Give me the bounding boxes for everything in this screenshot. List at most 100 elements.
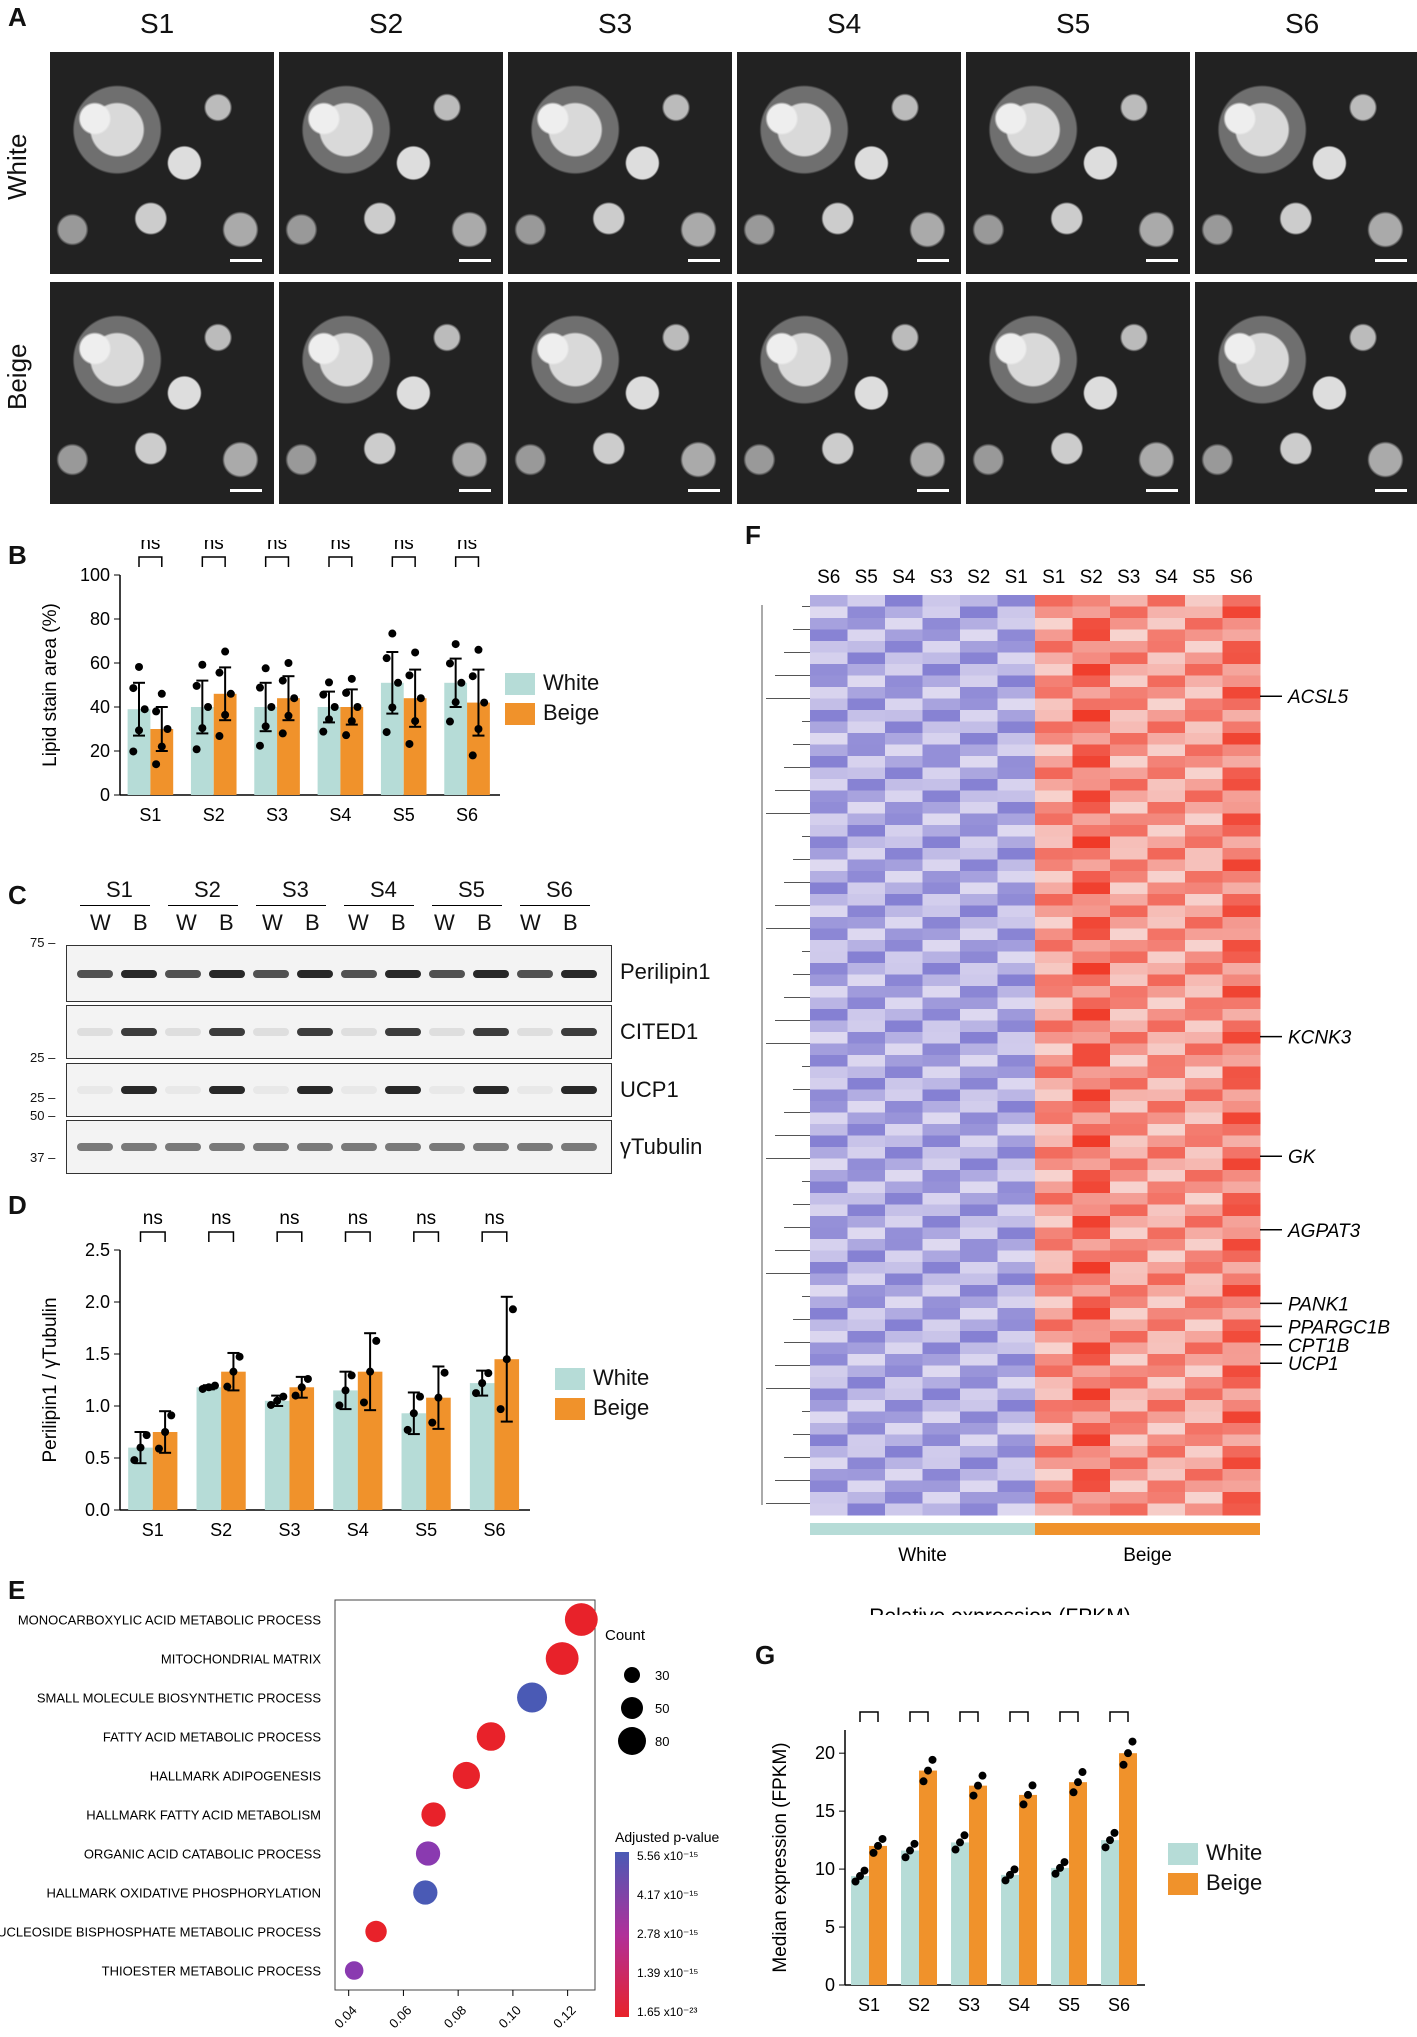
heatmap-cell [997, 664, 1036, 676]
heatmap-cell [997, 848, 1036, 860]
heatmap-cell [1185, 1055, 1223, 1067]
heatmap-cell [922, 1089, 961, 1102]
heatmap-cell [997, 940, 1036, 952]
heatmap-cell [960, 790, 998, 803]
heatmap-cell [1222, 1308, 1261, 1320]
blot-ucp1 [66, 1063, 612, 1117]
legend-g: White Beige [1168, 1840, 1262, 1896]
enrichment-dot [545, 1642, 579, 1675]
protein-band [297, 969, 333, 978]
heatmap-cell [960, 710, 998, 722]
protein-band [517, 969, 553, 978]
heatmap-cell [885, 1124, 923, 1136]
heatmap-cell [922, 1135, 961, 1148]
heatmap-cell [1185, 767, 1223, 780]
heatmap-cell [847, 1457, 886, 1470]
protein-band [385, 1086, 421, 1094]
heatmap-cell [847, 963, 886, 975]
heatmap-cell [1222, 859, 1261, 872]
legend-label-white: White [543, 670, 600, 695]
heatmap-cell [960, 687, 998, 699]
heatmap-cell [1110, 641, 1148, 653]
data-point [1074, 1778, 1082, 1787]
legend-label-beige: Beige [593, 1395, 650, 1420]
data-point [347, 674, 356, 683]
heatmap-cell [1185, 1319, 1223, 1332]
heatmap-cell [1110, 1423, 1148, 1435]
heatmap-cell [1222, 848, 1261, 860]
heatmap-cell [1147, 1308, 1186, 1320]
heatmap-cell [997, 675, 1036, 688]
heatmap-cell [1147, 940, 1186, 952]
heatmap-cell [1222, 1331, 1261, 1343]
heatmap-cell [1147, 1423, 1186, 1435]
data-point [1006, 1870, 1014, 1879]
heatmap-cell [1185, 1043, 1223, 1056]
heatmap-cell [885, 1354, 923, 1366]
x-tick-label: S4 [329, 805, 351, 825]
heatmap-cell [885, 1365, 923, 1378]
heatmap-cell [1035, 1503, 1073, 1516]
heatmap-cell [960, 1400, 998, 1412]
heatmap-cell [1185, 629, 1223, 642]
heatmap-cell [1147, 1250, 1186, 1263]
term-label: SMALL MOLECULE BIOSYNTHETIC PROCESS [37, 1691, 321, 1706]
protein-band [473, 969, 509, 978]
heatmap-cell [1035, 917, 1073, 929]
heatmap-cell [1147, 652, 1186, 665]
heatmap-cell [1222, 1377, 1261, 1389]
heatmap-cell [810, 641, 848, 653]
heatmap-cell [1110, 802, 1148, 814]
heatmap-cell [810, 1055, 848, 1067]
heatmap-cell [1072, 1492, 1111, 1504]
heatmap-cell [810, 790, 848, 803]
heatmap-cell [1035, 1354, 1073, 1366]
heatmap-cell [810, 767, 848, 780]
heatmap-cell [1072, 1101, 1111, 1113]
heatmap-cell [960, 1411, 998, 1424]
group-label-beige: Beige [1123, 1545, 1172, 1566]
protein-band [77, 1086, 113, 1094]
heatmap-cell [1147, 1365, 1186, 1378]
heatmap-cell [1185, 652, 1223, 665]
micrograph-beige [279, 282, 503, 504]
heatmap-cell [960, 1158, 998, 1171]
data-point [278, 729, 287, 738]
mw-marker: 25 – [30, 1090, 56, 1105]
heatmap-cell [810, 1503, 848, 1516]
heatmap-cell [1035, 974, 1073, 987]
sample-header: S4 [827, 8, 862, 39]
heatmap-cell [960, 997, 998, 1010]
heatmap-cell [922, 1354, 961, 1366]
heatmap-cell [1185, 1193, 1223, 1205]
heatmap-cell [960, 1308, 998, 1320]
heatmap-cell [1222, 813, 1261, 826]
data-point [502, 1355, 511, 1364]
heatmap-cell [847, 721, 886, 734]
data-point [869, 1848, 878, 1857]
heatmap-cell [847, 675, 886, 688]
data-point [267, 1400, 276, 1409]
heatmap-cell [997, 859, 1036, 872]
heatmap-cell [997, 1400, 1036, 1412]
y-tick-label: 20 [815, 1743, 835, 1763]
heatmap-cell [1222, 606, 1261, 619]
data-point [878, 1834, 887, 1843]
enrichment-dot [517, 1682, 548, 1713]
blot-row-label: UCP1 [620, 1077, 679, 1102]
heatmap-cell [1072, 1078, 1111, 1090]
significance-bracket [481, 1231, 508, 1242]
heatmap-cell [960, 905, 998, 918]
heatmap-cell [922, 652, 961, 665]
heatmap-cell [1035, 629, 1073, 642]
heatmap-cell [1035, 1181, 1073, 1194]
heatmap-cell [885, 1066, 923, 1079]
data-point [157, 689, 166, 698]
heatmap-cell [1185, 687, 1223, 699]
heatmap-cell [1110, 1135, 1148, 1148]
protein-band [561, 969, 597, 978]
panel-label-f: F [745, 520, 761, 550]
heatmap-cell [810, 1480, 848, 1493]
x-tick-label: S2 [908, 1995, 930, 2015]
data-point [428, 1418, 437, 1427]
